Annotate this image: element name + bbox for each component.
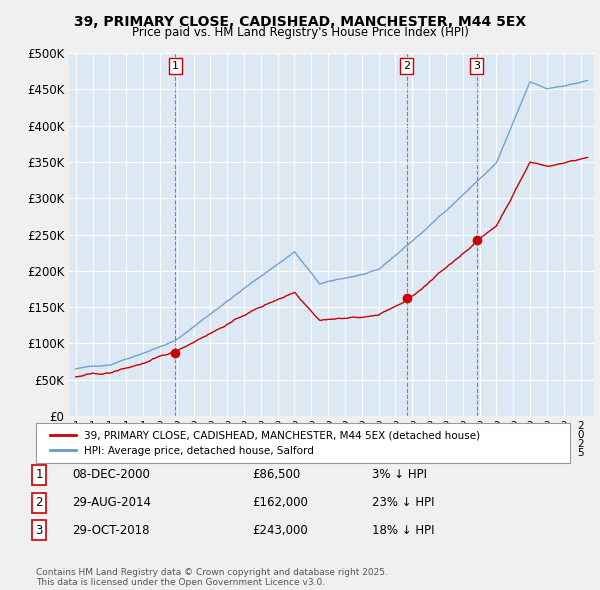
Text: 3: 3 — [35, 524, 43, 537]
Text: 3: 3 — [473, 61, 480, 71]
Text: 08-DEC-2000: 08-DEC-2000 — [72, 468, 150, 481]
Text: £86,500: £86,500 — [252, 468, 300, 481]
Legend: 39, PRIMARY CLOSE, CADISHEAD, MANCHESTER, M44 5EX (detached house), HPI: Average: 39, PRIMARY CLOSE, CADISHEAD, MANCHESTER… — [47, 427, 483, 459]
Text: 1: 1 — [172, 61, 179, 71]
Text: 2: 2 — [403, 61, 410, 71]
Text: 23% ↓ HPI: 23% ↓ HPI — [372, 496, 434, 509]
Text: 29-OCT-2018: 29-OCT-2018 — [72, 524, 149, 537]
Text: 1: 1 — [35, 468, 43, 481]
Text: 18% ↓ HPI: 18% ↓ HPI — [372, 524, 434, 537]
Text: Price paid vs. HM Land Registry's House Price Index (HPI): Price paid vs. HM Land Registry's House … — [131, 26, 469, 39]
Text: 2: 2 — [35, 496, 43, 509]
Text: Contains HM Land Registry data © Crown copyright and database right 2025.
This d: Contains HM Land Registry data © Crown c… — [36, 568, 388, 587]
Text: 3% ↓ HPI: 3% ↓ HPI — [372, 468, 427, 481]
Text: 39, PRIMARY CLOSE, CADISHEAD, MANCHESTER, M44 5EX: 39, PRIMARY CLOSE, CADISHEAD, MANCHESTER… — [74, 15, 526, 30]
Text: £243,000: £243,000 — [252, 524, 308, 537]
Text: £162,000: £162,000 — [252, 496, 308, 509]
Text: 29-AUG-2014: 29-AUG-2014 — [72, 496, 151, 509]
